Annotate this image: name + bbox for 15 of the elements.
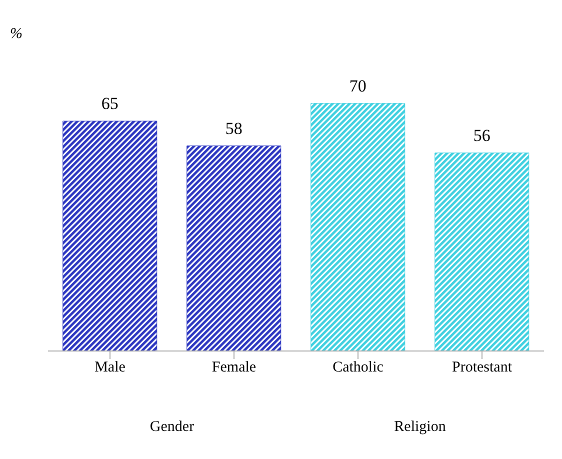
- data-label: 58: [225, 118, 242, 138]
- data-label: 65: [101, 94, 118, 114]
- bar: [186, 146, 282, 352]
- y-axis-title: %: [10, 26, 22, 43]
- bar: [434, 152, 530, 352]
- bar: [310, 103, 406, 352]
- text: Religion: [393, 419, 447, 436]
- x-tick-label: Catholic: [332, 360, 384, 376]
- x-tick-label: Female: [212, 360, 256, 376]
- bar: [62, 120, 158, 352]
- x-tick-label: Male: [94, 360, 126, 376]
- x-tick-label: Protestant: [452, 360, 513, 376]
- text: Gender: [148, 419, 196, 436]
- data-label: 56: [473, 126, 490, 145]
- data-label: 70: [349, 76, 366, 96]
